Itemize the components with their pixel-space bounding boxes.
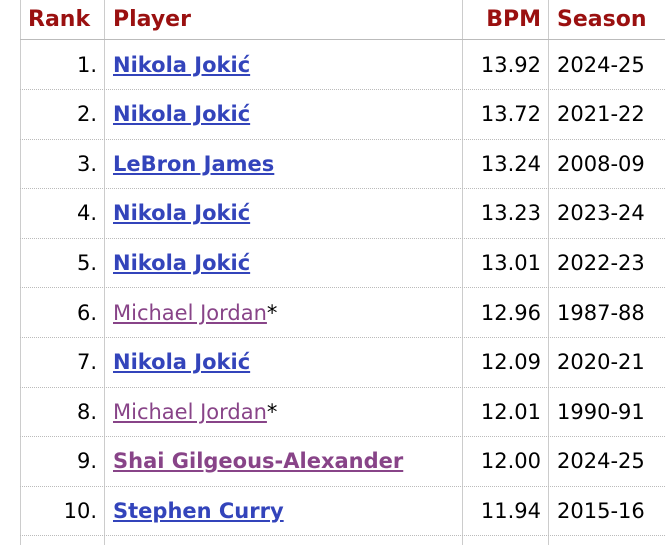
bpm: 12.09 (480, 350, 541, 375)
column-border (462, 0, 463, 545)
column-header[interactable]: Season (557, 7, 647, 32)
season: 1987-88 (557, 300, 645, 325)
rank: 1. (76, 52, 97, 77)
bpm: 11.94 (480, 498, 541, 523)
player-link[interactable]: Shai Gilgeous-Alexander (113, 449, 404, 474)
season: 2023-24 (557, 201, 645, 226)
player-cell: Nikola Jokić (113, 238, 453, 287)
rank: 6. (76, 300, 97, 325)
column-border (20, 0, 21, 545)
player-cell: Stephen Curry (113, 486, 453, 535)
season: 2022-23 (557, 250, 645, 275)
rank: 10. (63, 498, 97, 523)
player-cell: Nikola Jokić (113, 189, 453, 238)
rank: 9. (76, 449, 97, 474)
table-row: 1. Nikola Jokić 13.92 2024-25 (20, 40, 665, 90)
hof-marker: * (266, 300, 278, 325)
column-border (548, 0, 549, 545)
player-link[interactable]: Stephen Curry (113, 498, 284, 523)
header-row: Rank Player BPM Season (20, 0, 665, 40)
table-row: 9. Shai Gilgeous-Alexander 12.00 2024-25 (20, 437, 665, 487)
column-header[interactable]: BPM (486, 7, 541, 32)
bpm: 13.24 (480, 151, 541, 176)
bpm: 13.92 (480, 52, 541, 77)
bpm: 12.00 (480, 449, 541, 474)
player-link[interactable]: Nikola Jokić (113, 52, 251, 77)
player-cell: Shai Gilgeous-Alexander (113, 437, 453, 486)
player-cell: LeBron James (113, 139, 453, 188)
table-row: 6. Michael Jordan * 12.96 1987-88 (20, 288, 665, 338)
hof-marker: * (266, 399, 278, 424)
season: 2021-22 (557, 102, 645, 127)
table-row: 10. Stephen Curry 11.94 2015-16 (20, 486, 665, 537)
player-link[interactable]: Nikola Jokić (113, 250, 251, 275)
season: 2015-16 (557, 498, 645, 523)
player-link[interactable]: Michael Jordan (113, 300, 267, 325)
table-row: 7. Nikola Jokić 12.09 2020-21 (20, 338, 665, 388)
player-cell: Michael Jordan * (113, 288, 453, 337)
season: 2020-21 (557, 350, 645, 375)
column-border (104, 0, 105, 545)
player-link[interactable]: Nikola Jokić (113, 102, 251, 127)
player-link[interactable]: Michael Jordan (113, 399, 267, 424)
table-row: 5. Nikola Jokić 13.01 2022-23 (20, 238, 665, 289)
rank: 3. (76, 151, 97, 176)
rank: 8. (76, 399, 97, 424)
player-cell: Nikola Jokić (113, 338, 453, 387)
rank: 5. (76, 250, 97, 275)
player-cell: Nikola Jokić (113, 40, 453, 89)
table-row: 4. Nikola Jokić 13.23 2023-24 (20, 189, 665, 239)
season: 2008-09 (557, 151, 645, 176)
rank: 7. (76, 350, 97, 375)
season: 2024-25 (557, 52, 645, 77)
player-link[interactable]: Nikola Jokić (113, 201, 251, 226)
bpm: 13.23 (480, 201, 541, 226)
bpm: 12.01 (480, 399, 541, 424)
season: 2024-25 (557, 449, 645, 474)
bpm: 13.72 (480, 102, 541, 127)
table-row: 3. LeBron James 13.24 2008-09 (20, 139, 665, 190)
season: 1990-91 (557, 399, 645, 424)
rank: 4. (76, 201, 97, 226)
rank: 2. (76, 102, 97, 127)
bpm: 12.96 (480, 300, 541, 325)
player-cell: Nikola Jokić (113, 90, 453, 139)
player-cell: Michael Jordan * (113, 387, 453, 436)
column-header[interactable]: Player (113, 7, 191, 32)
table-row: 2. Nikola Jokić 13.72 2021-22 (20, 90, 665, 140)
player-link[interactable]: LeBron James (113, 151, 275, 176)
player-link[interactable]: Nikola Jokić (113, 350, 251, 375)
table-row: 8. Michael Jordan * 12.01 1990-91 (20, 387, 665, 438)
column-header[interactable]: Rank (28, 7, 91, 32)
bpm: 13.01 (480, 250, 541, 275)
